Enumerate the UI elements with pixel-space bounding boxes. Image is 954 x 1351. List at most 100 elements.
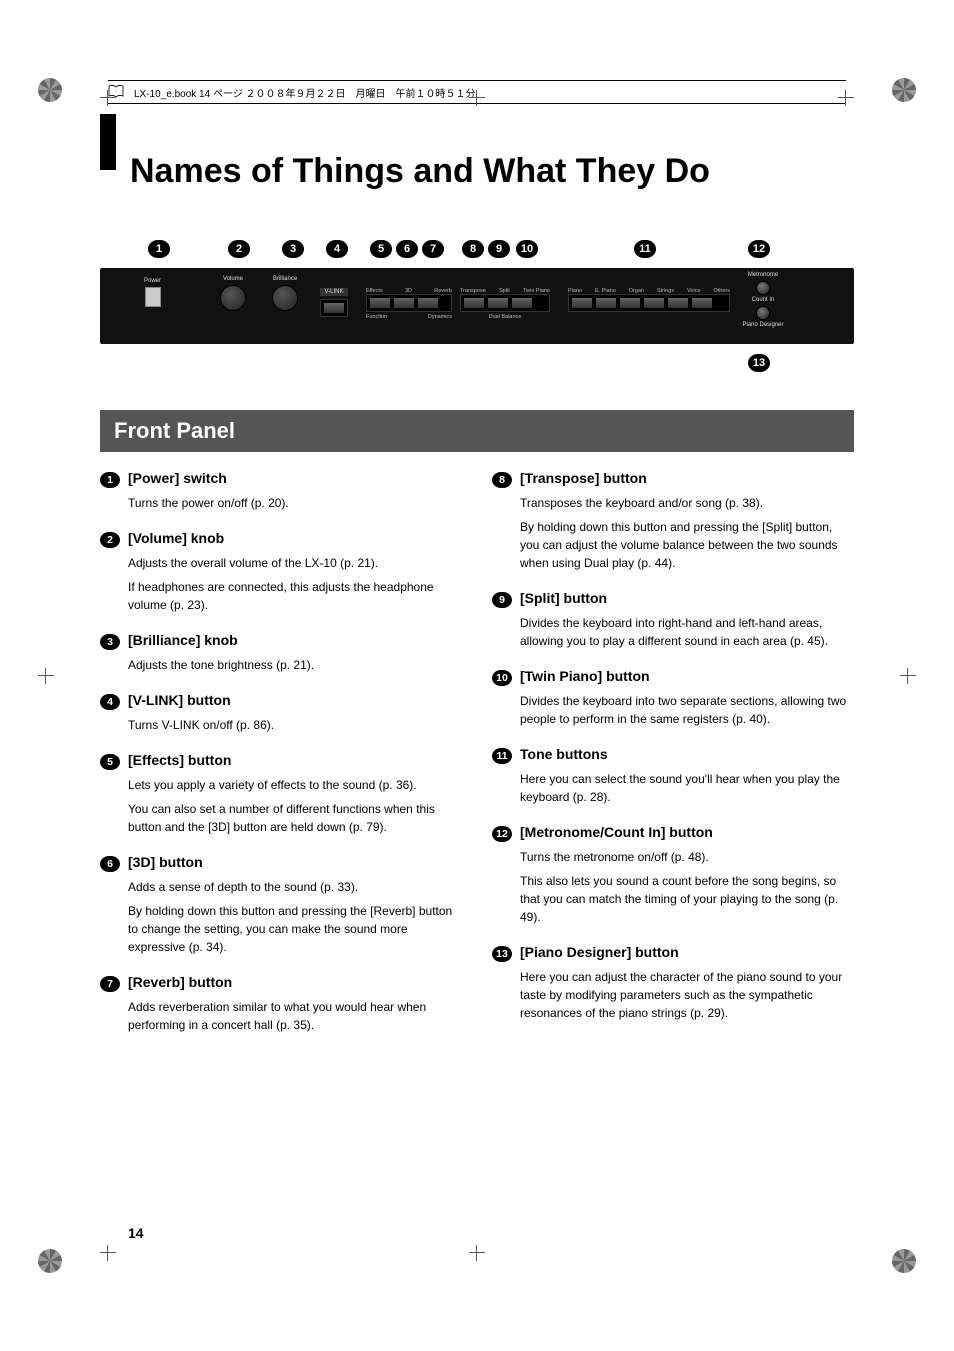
callout-9: 9 [488,240,510,258]
panel-item-10: 10 [Twin Piano] button Divides the keyboar… [492,668,854,728]
item-description: Adds a sense of depth to the sound (p. 3… [128,878,462,956]
callout-8: 8 [462,240,484,258]
panel-tone-label: Organ [629,288,644,294]
panel-item-3: 3 [Brilliance] knob Adjusts the tone brigh… [100,632,462,674]
item-title: [3D] button [128,854,203,870]
item-description: Here you can select the sound you'll hea… [520,770,854,806]
item-title: [Transpose] button [520,470,647,486]
panel-item-12: 12 [Metronome/Count In] button Turns the m… [492,824,854,926]
panel-reverb-label: Reverb [434,288,452,294]
item-description: Lets you apply a variety of effects to t… [128,776,462,836]
item-description: Divides the keyboard into right-hand and… [520,614,854,650]
item-description-paragraph: Adjusts the tone brightness (p. 21). [128,656,462,674]
item-description-paragraph: By holding down this button and pressing… [520,518,854,572]
item-number-badge: 11 [492,748,512,764]
item-number-badge: 1 [100,472,120,488]
panel-twinpiano-label: Twin Piano [523,288,550,294]
callout-4: 4 [326,240,348,258]
tone-strings-button-icon [643,297,665,309]
item-description-paragraph: Transposes the keyboard and/or song (p. … [520,494,854,512]
item-title: [Brilliance] knob [128,632,238,648]
item-title: [Volume] knob [128,530,224,546]
item-title: [V-LINK] button [128,692,231,708]
content-area: Names of Things and What They Do 1234567… [100,114,854,1052]
item-description-paragraph: By holding down this button and pressing… [128,902,462,956]
item-number-badge: 8 [492,472,512,488]
book-icon [108,84,124,100]
item-description-paragraph: Turns the metronome on/off (p. 48). [520,848,854,866]
panel-vlink-label: V-LINK [320,288,348,296]
item-description-paragraph: Divides the keyboard into two separate s… [520,692,854,728]
item-title: [Effects] button [128,752,231,768]
brilliance-knob-icon [272,285,298,311]
item-title: [Split] button [520,590,607,606]
callout-11: 11 [634,240,656,258]
panel-pianodesigner-label: Piano Designer [736,322,790,328]
item-description-paragraph: Divides the keyboard into right-hand and… [520,614,854,650]
item-number-badge: 5 [100,754,120,770]
panel-item-8: 8 [Transpose] button Transposes the keyboa… [492,470,854,572]
callout-2: 2 [228,240,250,258]
item-number-badge: 6 [100,856,120,872]
panel-item-5: 5 [Effects] button Lets you apply a variet… [100,752,462,836]
callout-10: 10 [516,240,538,258]
item-description-paragraph: This also lets you sound a count before … [520,872,854,926]
item-description: Adds reverberation similar to what you w… [128,998,462,1034]
page: LX-10_e.book 14 ページ ２００８年９月２２日 月曜日 午前１０時… [0,0,954,1351]
callout-5: 5 [370,240,392,258]
left-column: 1[Power] switchTurns the power on/off (p… [100,470,462,1052]
item-description: Adjusts the tone brightness (p. 21). [128,656,462,674]
item-description: Turns the metronome on/off (p. 48). This … [520,848,854,926]
panel-3d-label: 3D [405,288,412,294]
tone-organ-button-icon [619,297,641,309]
item-description-paragraph: Adds a sense of depth to the sound (p. 3… [128,878,462,896]
item-description: Turns V-LINK on/off (p. 86). [128,716,462,734]
callout-13: 13 [748,354,770,372]
panel-dualbalance-sublabel: Dual Balance [489,314,522,320]
tone-piano-button-icon [571,297,593,309]
panel-tone-label: Piano [568,288,582,294]
panel-item-1: 1[Power] switchTurns the power on/off (p… [100,470,462,512]
tone-voice-button-icon [667,297,689,309]
item-number-badge: 7 [100,976,120,992]
callout-12: 12 [748,240,770,258]
tone-epiano-button-icon [595,297,617,309]
registration-mark-icon [892,78,916,102]
twin-piano-button-icon [511,297,533,309]
item-description: Turns the power on/off (p. 20). [128,494,462,512]
item-number-badge: 4 [100,694,120,710]
item-number-badge: 12 [492,826,512,842]
book-meta-bar: LX-10_e.book 14 ページ ２００８年９月２２日 月曜日 午前１０時… [108,80,846,104]
tone-others-button-icon [691,297,713,309]
crosshair-icon [900,668,916,684]
item-title: [Twin Piano] button [520,668,650,684]
panel-brilliance-label: Brilliance [272,276,298,282]
registration-mark-icon [892,1249,916,1273]
callout-1: 1 [148,240,170,258]
panel-tone-label: Others [713,288,730,294]
front-panel-figure: 12345678910111213 Power Volume Brillianc… [100,240,854,380]
panel-split-label: Split [499,288,510,294]
split-button-icon [487,297,509,309]
item-number-badge: 2 [100,532,120,548]
panel-tone-label: Voice [687,288,700,294]
panel-item-2: 2 [Volume] knob Adjusts the overall volume… [100,530,462,614]
panel-item-13: 13[Piano Designer] buttonHere you can ad… [492,944,854,1022]
metronome-button-icon [756,281,770,295]
panel-dynamics-sublabel: Dynamics [428,314,452,320]
panel-tone-label: E. Piano [595,288,616,294]
item-number-badge: 3 [100,634,120,650]
callout-6: 6 [396,240,418,258]
vlink-button-icon [323,302,345,314]
panel-metronome-label: Metronome [736,272,790,278]
item-description-paragraph: You can also set a number of different f… [128,800,462,836]
item-number-badge: 10 [492,670,512,686]
item-description: Adjusts the overall volume of the LX-10 … [128,554,462,614]
item-description: Divides the keyboard into two separate s… [520,692,854,728]
panel-item-6: 6 [3D] button Adds a sense of depth to the… [100,854,462,956]
panel-power-label: Power [144,278,161,284]
right-column: 8 [Transpose] button Transposes the keyboa… [492,470,854,1052]
crosshair-icon [469,1245,485,1261]
crosshair-icon [38,668,54,684]
item-title: [Metronome/Count In] button [520,824,713,840]
